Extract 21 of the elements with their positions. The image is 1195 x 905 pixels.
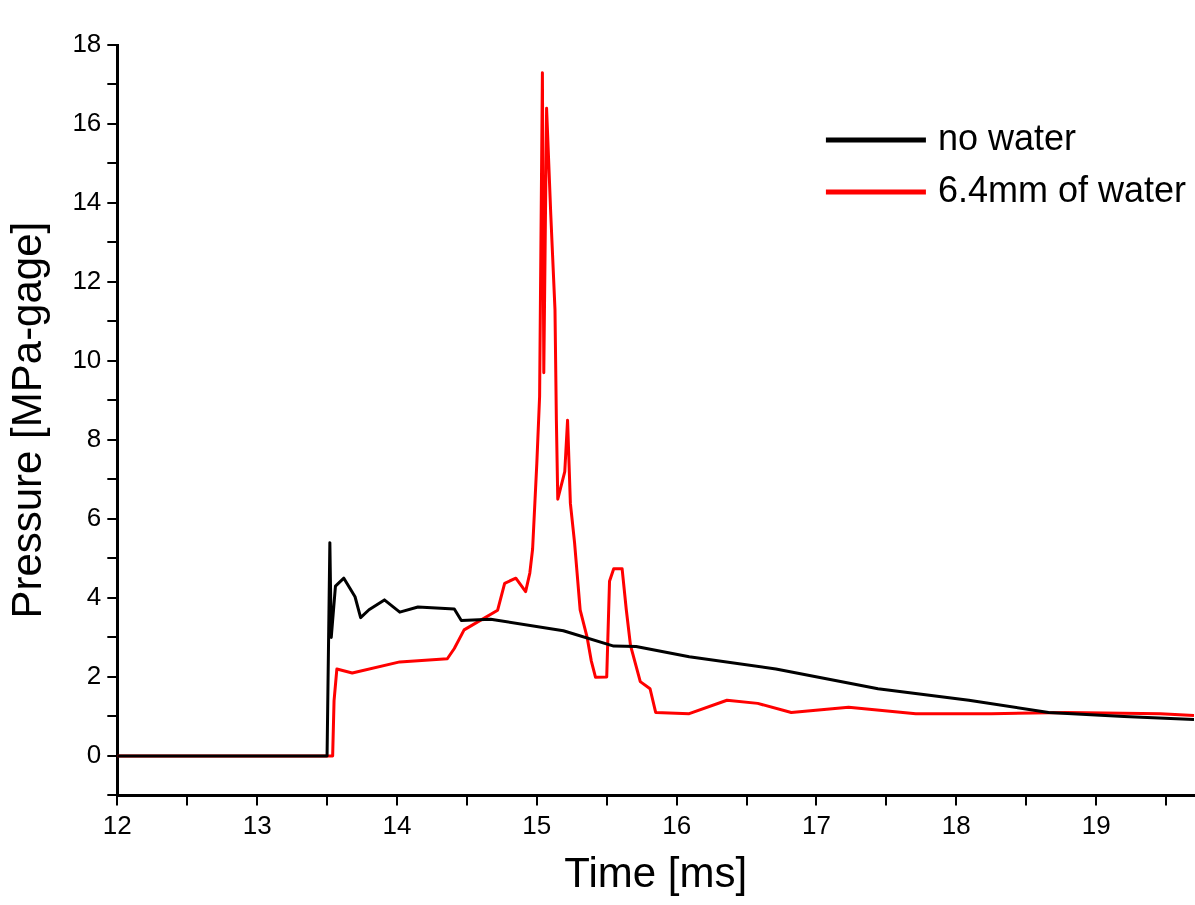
y-tick-label: 4 xyxy=(86,581,102,612)
y-axis-title: Pressure [MPa-gage] xyxy=(2,221,50,619)
y-tick-label: 2 xyxy=(86,660,102,691)
y-tick-label: 6 xyxy=(86,502,102,533)
x-tick-label: 19 xyxy=(1081,810,1111,841)
x-axis-title: Time [ms] xyxy=(564,849,748,897)
x-tick-label: 15 xyxy=(522,810,552,841)
legend-label: 6.4mm of water xyxy=(937,168,1187,210)
legend-label: no water xyxy=(937,116,1077,158)
y-tick-label: 14 xyxy=(72,186,102,217)
x-tick-label: 16 xyxy=(662,810,692,841)
y-tick-label: 16 xyxy=(72,107,102,138)
x-tick-label: 18 xyxy=(941,810,971,841)
y-tick-label: 18 xyxy=(72,28,102,59)
y-tick-label: 10 xyxy=(72,344,102,375)
y-tick-label: 8 xyxy=(86,423,102,454)
y-tick-label: 0 xyxy=(86,739,102,770)
x-tick-label: 17 xyxy=(802,810,831,841)
x-tick-label: 13 xyxy=(242,810,272,841)
x-tick-label: 14 xyxy=(382,810,412,841)
y-tick-label: 12 xyxy=(72,265,102,296)
